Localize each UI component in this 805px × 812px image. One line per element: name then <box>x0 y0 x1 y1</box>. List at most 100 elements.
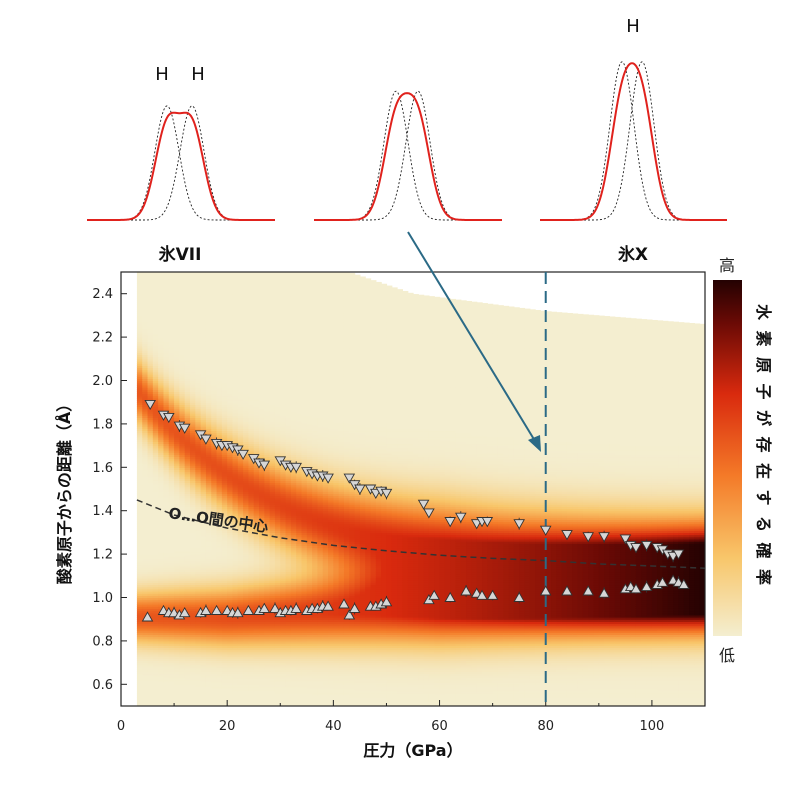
ice-x-phase-label: 氷X <box>618 244 648 265</box>
colorbar-title-char: 率 <box>754 569 773 585</box>
component-peak <box>314 90 502 221</box>
x-tick-label: 40 <box>325 719 342 734</box>
lower-data-point <box>561 585 573 596</box>
lower-data-point <box>178 606 191 618</box>
ice-vii-h-left-label: H <box>155 64 169 85</box>
x-tick-label: 100 <box>639 719 664 734</box>
upper-data-point <box>163 412 175 424</box>
y-tick-label: 2.2 <box>92 331 113 346</box>
probability-heatmap <box>136 272 705 706</box>
colorbar-title-char: 存 <box>754 436 773 452</box>
colorbar-low-label: 低 <box>719 646 735 665</box>
colorbar-high-label: 高 <box>719 256 735 275</box>
colorbar-title-char: 原 <box>754 357 773 373</box>
ice-vii-h-right-label: H <box>191 64 205 85</box>
lower-data-point <box>640 580 653 592</box>
lower-data-point <box>232 606 244 618</box>
guide-arrow-head <box>528 435 541 452</box>
upper-data-point <box>481 517 494 528</box>
upper-data-point <box>423 508 435 519</box>
component-peak <box>540 61 727 221</box>
lower-data-point <box>338 598 350 609</box>
upper-data-point <box>455 512 467 523</box>
colorbar-title-char: 水 <box>754 304 773 321</box>
upper-data-point <box>539 525 552 536</box>
component-peak <box>540 61 727 221</box>
axis-ticks: 0 20 40 60 80 100 0.6 0.8 1.0 1.2 1.4 1.6 1.8 2.0 2.2 2… <box>92 287 706 734</box>
lower-data-point <box>539 585 552 596</box>
total-peak <box>314 92 502 221</box>
upper-data-point <box>561 530 573 541</box>
upper-data-point <box>144 399 156 411</box>
y-axis-label: 酸素原子からの距離（Å） <box>55 396 74 584</box>
y-tick-label: 1.6 <box>92 461 113 476</box>
total-peak <box>540 62 727 221</box>
y-tick-label: 0.8 <box>92 634 113 649</box>
colorbar-gradient <box>713 280 742 636</box>
ice-x-h-label: H <box>626 16 640 37</box>
oo-center-curve <box>136 499 705 569</box>
x-tick-label: 80 <box>537 719 554 734</box>
y-tick-label: 2.4 <box>92 287 113 302</box>
lower-data-point <box>444 591 456 602</box>
lower-data-point <box>428 589 440 600</box>
y-tick-label: 1.4 <box>92 504 113 519</box>
colorbar-title-char: 確 <box>754 542 773 558</box>
plot-frame <box>120 271 706 707</box>
upper-data-point <box>178 423 191 434</box>
lower-data-point <box>343 609 356 620</box>
lower-data-point <box>269 602 281 613</box>
lower-data-point <box>348 602 361 613</box>
profile-ice-x <box>540 61 727 221</box>
upper-data-point <box>582 532 594 543</box>
x-tick-label: 0 <box>117 719 125 734</box>
upper-data-point <box>619 534 632 545</box>
y-tick-label: 1.8 <box>92 417 113 432</box>
component-peak <box>314 90 502 221</box>
data-markers <box>141 399 690 622</box>
lower-data-point <box>200 604 212 615</box>
y-tick-label: 0.6 <box>92 678 113 693</box>
upper-data-point <box>598 532 610 543</box>
y-tick-label: 1.0 <box>92 591 113 606</box>
lower-data-point <box>630 583 642 594</box>
upper-data-point <box>322 473 334 484</box>
lower-data-point <box>678 578 690 589</box>
upper-data-point <box>258 460 271 471</box>
upper-data-point <box>237 449 249 460</box>
upper-data-point <box>640 540 653 552</box>
y-tick-label: 1.2 <box>92 548 113 563</box>
y-tick-label: 2.0 <box>92 374 113 389</box>
x-axis-label: 圧力（GPa） <box>363 741 462 760</box>
lower-data-point <box>476 589 488 600</box>
upper-data-point <box>672 549 685 560</box>
colorbar-title-char: す <box>754 489 773 505</box>
lower-data-point <box>210 604 223 615</box>
guide-arrow-line <box>407 231 536 442</box>
upper-data-point <box>417 499 430 510</box>
upper-data-point <box>444 517 456 528</box>
lower-data-point <box>598 587 610 598</box>
lower-data-point <box>258 602 271 613</box>
lower-data-point <box>141 611 154 622</box>
colorbar-title-char: が <box>754 410 773 426</box>
lower-data-point <box>582 585 594 596</box>
upper-data-point <box>200 434 212 445</box>
lower-data-point <box>322 600 334 611</box>
x-tick-label: 20 <box>219 719 236 734</box>
profile-transition <box>314 90 502 221</box>
upper-data-point <box>630 543 642 554</box>
peak-labels: H H H 氷VII 氷X <box>155 16 648 265</box>
lower-data-point <box>290 602 302 613</box>
upper-data-point <box>354 484 366 495</box>
lower-data-point <box>460 585 472 596</box>
colorbar-title-char: 在 <box>754 463 773 479</box>
colorbar-title-char: 素 <box>754 330 773 346</box>
lower-data-point <box>656 576 669 587</box>
peak-profiles <box>87 61 727 221</box>
upper-data-point <box>513 519 525 530</box>
colorbar-title-char: る <box>754 516 773 532</box>
x-tick-label: 60 <box>431 719 448 734</box>
